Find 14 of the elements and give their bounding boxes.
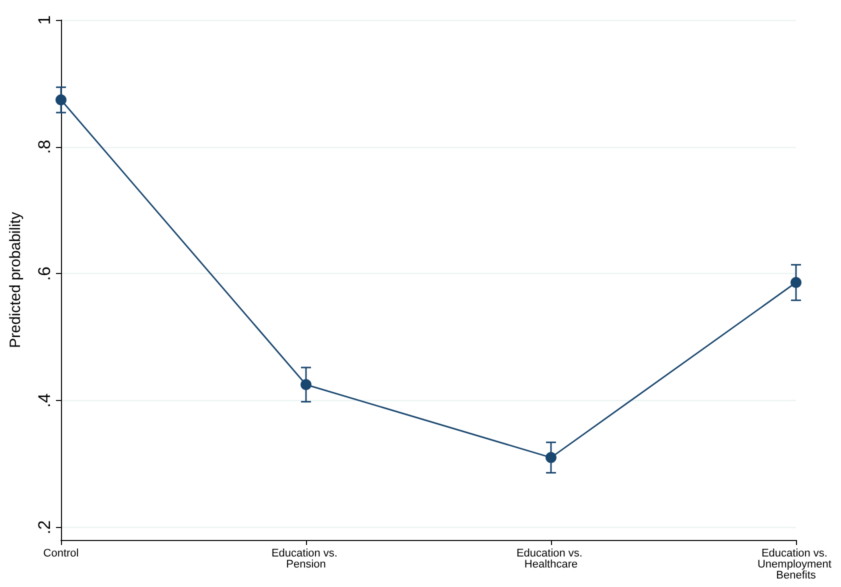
x-tick-label: Education vs. Pension xyxy=(271,548,341,570)
x-tick-label: Control xyxy=(43,548,79,560)
point xyxy=(790,277,802,288)
y-axis-title: Predicted probability xyxy=(7,212,24,348)
point xyxy=(56,94,66,106)
y-tick-label: .8 xyxy=(35,140,54,154)
point xyxy=(546,452,556,464)
y-tick-label: .6 xyxy=(35,266,54,281)
y-tick-label: .2 xyxy=(35,520,54,534)
y-tick-label: 1 xyxy=(35,15,54,25)
x-tick-label: Education vs. Healthcare xyxy=(516,548,586,570)
x-tick-label: Education vs. Unemployment Benefits xyxy=(757,548,835,582)
y-tick-label: .4 xyxy=(35,393,54,408)
point xyxy=(300,379,312,390)
